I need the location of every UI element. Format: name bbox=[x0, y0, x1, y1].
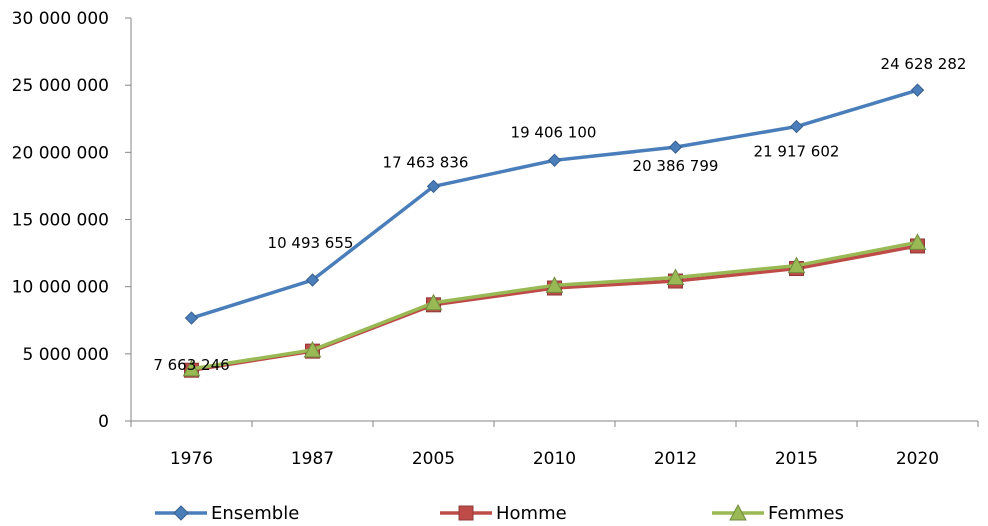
x-tick-label: 1987 bbox=[291, 449, 334, 469]
y-tick-label: 0 bbox=[98, 412, 109, 432]
data-point-ensemble bbox=[184, 311, 199, 325]
series-line-femmes bbox=[191, 240, 918, 371]
y-tick-label: 20 000 000 bbox=[12, 143, 109, 163]
data-point-ensemble bbox=[305, 273, 320, 287]
legend-label: Ensemble bbox=[211, 503, 299, 524]
data-label: 24 628 282 bbox=[881, 55, 967, 73]
data-label: 21 917 602 bbox=[754, 143, 840, 161]
legend-swatch-marker bbox=[173, 505, 189, 521]
data-point-femmes bbox=[787, 256, 806, 274]
data-point-femmes bbox=[303, 340, 322, 358]
legend-label: Homme bbox=[496, 503, 567, 524]
y-tick-label: 10 000 000 bbox=[12, 278, 109, 298]
data-label: 20 386 799 bbox=[633, 157, 719, 175]
x-tick-label: 2010 bbox=[533, 449, 576, 469]
data-point-femmes bbox=[908, 233, 927, 250]
series-group bbox=[182, 83, 927, 378]
data-point-ensemble bbox=[668, 140, 683, 154]
series-ensemble bbox=[184, 83, 925, 325]
legend-item-ensemble: Ensemble bbox=[155, 503, 299, 524]
legend-swatch-marker bbox=[458, 505, 474, 521]
data-label: 17 463 836 bbox=[383, 153, 469, 171]
data-labels: 7 663 246 10 493 655 17 463 836 19 406 100 2… bbox=[153, 55, 966, 374]
y-tick-label: 30 000 000 bbox=[12, 9, 109, 29]
data-point-ensemble bbox=[789, 119, 804, 134]
x-tick-label: 2015 bbox=[775, 449, 818, 469]
data-point-ensemble bbox=[547, 153, 562, 168]
y-tick-label: 25 000 000 bbox=[12, 76, 109, 96]
data-point-femmes bbox=[424, 293, 443, 311]
legend-label: Femmes bbox=[768, 503, 844, 524]
x-tick-label: 2020 bbox=[896, 449, 939, 469]
data-point-femmes bbox=[545, 276, 564, 293]
data-label: 10 493 655 bbox=[268, 234, 354, 252]
series-femmes bbox=[182, 233, 927, 377]
series-homme bbox=[184, 238, 925, 378]
x-tick-label: 2005 bbox=[412, 449, 455, 469]
x-axis-ticks: 1976 1987 2005 2010 2012 2015 2020 bbox=[130, 421, 979, 469]
legend-item-femmes: Femmes bbox=[712, 503, 844, 524]
data-point-ensemble bbox=[910, 83, 925, 97]
legend: Ensemble Homme Femmes bbox=[155, 503, 844, 524]
y-tick-label: 15 000 000 bbox=[12, 211, 109, 231]
data-point-femmes bbox=[182, 359, 201, 377]
y-tick-label: 5 000 000 bbox=[22, 345, 109, 365]
legend-swatch-marker bbox=[729, 503, 747, 521]
data-label: 19 406 100 bbox=[511, 123, 597, 141]
legend-item-homme: Homme bbox=[440, 503, 567, 524]
y-axis-ticks: 0 5 000 000 10 000 000 15 000 000 20 000 000… bbox=[12, 9, 131, 432]
x-tick-label: 1976 bbox=[170, 449, 213, 469]
data-point-ensemble bbox=[426, 179, 441, 194]
data-label: 7 663 246 bbox=[153, 356, 229, 374]
data-point-femmes bbox=[666, 268, 685, 286]
x-tick-label: 2012 bbox=[654, 449, 697, 469]
